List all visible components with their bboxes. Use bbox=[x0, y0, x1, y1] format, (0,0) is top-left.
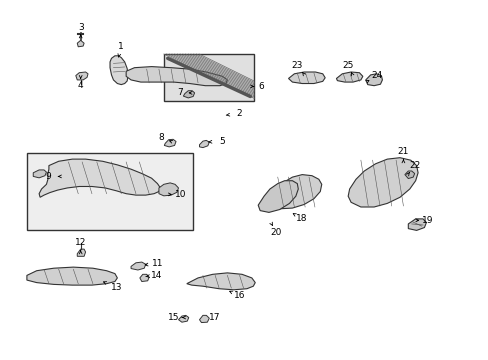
Text: 13: 13 bbox=[110, 283, 122, 292]
Polygon shape bbox=[258, 181, 298, 212]
Polygon shape bbox=[131, 262, 145, 270]
Polygon shape bbox=[33, 170, 46, 178]
Text: 6: 6 bbox=[258, 82, 264, 91]
Text: 16: 16 bbox=[233, 292, 245, 300]
Polygon shape bbox=[159, 183, 178, 196]
Text: 19: 19 bbox=[421, 216, 433, 225]
Text: 7: 7 bbox=[177, 88, 183, 97]
Polygon shape bbox=[178, 315, 188, 322]
Text: 12: 12 bbox=[75, 238, 86, 247]
Polygon shape bbox=[199, 315, 209, 323]
Text: 24: 24 bbox=[370, 71, 382, 80]
Bar bbox=[27, 153, 193, 230]
Text: 8: 8 bbox=[158, 133, 164, 142]
Text: 17: 17 bbox=[209, 313, 221, 322]
Polygon shape bbox=[266, 175, 321, 209]
Polygon shape bbox=[183, 91, 194, 98]
Text: 20: 20 bbox=[270, 228, 282, 237]
Polygon shape bbox=[164, 139, 176, 147]
Text: 5: 5 bbox=[219, 136, 225, 145]
Text: 2: 2 bbox=[236, 109, 242, 118]
Polygon shape bbox=[39, 159, 160, 197]
Text: 9: 9 bbox=[45, 172, 51, 181]
Text: 4: 4 bbox=[78, 81, 83, 90]
Text: 1: 1 bbox=[118, 42, 124, 51]
Polygon shape bbox=[27, 267, 117, 285]
Polygon shape bbox=[186, 273, 255, 290]
Polygon shape bbox=[77, 40, 84, 47]
Polygon shape bbox=[336, 72, 362, 82]
Polygon shape bbox=[140, 274, 149, 282]
Text: 15: 15 bbox=[168, 313, 180, 322]
Polygon shape bbox=[404, 171, 414, 179]
Text: 10: 10 bbox=[175, 190, 186, 199]
Polygon shape bbox=[199, 140, 209, 148]
Text: 18: 18 bbox=[296, 214, 307, 223]
Text: 23: 23 bbox=[291, 61, 303, 70]
Polygon shape bbox=[347, 158, 417, 207]
Polygon shape bbox=[110, 56, 128, 85]
Polygon shape bbox=[365, 74, 382, 86]
Polygon shape bbox=[77, 249, 85, 256]
Polygon shape bbox=[76, 72, 88, 80]
Text: 21: 21 bbox=[397, 147, 408, 156]
Text: 3: 3 bbox=[78, 22, 83, 31]
Polygon shape bbox=[407, 219, 426, 230]
Polygon shape bbox=[126, 67, 227, 86]
Text: 14: 14 bbox=[150, 271, 162, 280]
Text: 11: 11 bbox=[151, 259, 163, 268]
Polygon shape bbox=[288, 72, 325, 84]
Text: 22: 22 bbox=[408, 161, 420, 170]
Text: 25: 25 bbox=[342, 61, 353, 70]
Bar bbox=[163, 54, 254, 101]
